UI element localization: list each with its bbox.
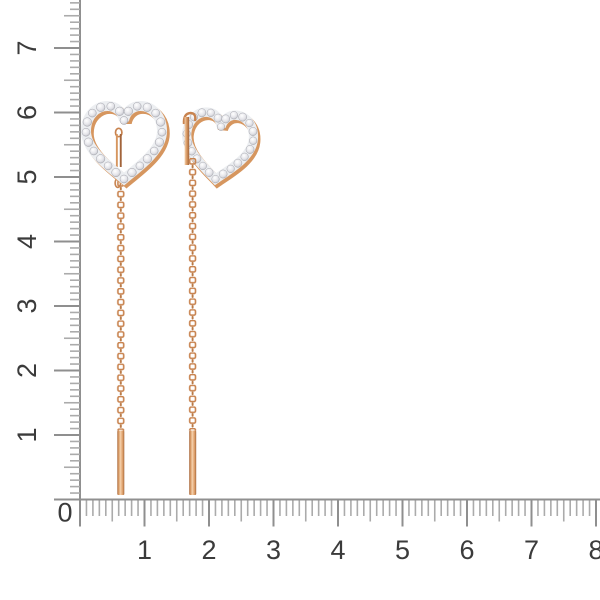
horizontal-ruler-label: 2 <box>201 535 216 565</box>
right-post-bar <box>184 117 190 165</box>
left-heart-diamonds <box>81 102 167 184</box>
vertical-ruler-label: 1 <box>12 427 42 442</box>
diamond <box>111 167 121 178</box>
diamond <box>154 137 165 147</box>
left-drop-bar <box>117 430 125 495</box>
diamond <box>218 169 228 179</box>
diamond <box>119 116 129 125</box>
diamond <box>135 161 145 171</box>
horizontal-ruler: 0 1 2 3 4 5 6 7 8 <box>57 498 600 565</box>
diamond <box>81 127 91 137</box>
vertical-ruler-label: 4 <box>12 234 42 249</box>
horizontal-ruler-label: 1 <box>137 535 152 565</box>
diamond <box>88 108 97 118</box>
left-earring <box>80 100 170 495</box>
diamond <box>204 168 214 177</box>
diamond <box>248 127 258 136</box>
diamond <box>226 164 235 173</box>
diamond <box>245 118 254 128</box>
diamond <box>106 102 116 111</box>
vertical-ruler-label: 6 <box>12 105 42 120</box>
origin-label: 0 <box>57 498 72 528</box>
horizontal-ruler-label: 5 <box>395 535 410 565</box>
diamond <box>245 145 255 154</box>
diamond <box>83 137 94 147</box>
diamond <box>229 111 238 120</box>
diamond <box>96 102 106 112</box>
diamond <box>217 122 226 131</box>
vertical-ruler-label: 3 <box>12 298 42 313</box>
vertical-ruler-label: 5 <box>12 169 42 184</box>
right-earring <box>182 107 261 495</box>
right-chain <box>188 158 197 431</box>
diamond <box>198 161 207 171</box>
diamond <box>149 146 159 156</box>
left-post-hook-icon <box>114 127 123 138</box>
horizontal-ruler-label: 7 <box>524 535 539 565</box>
diamond <box>221 114 231 124</box>
diamond <box>89 146 99 156</box>
diamond <box>142 102 152 112</box>
diamond <box>127 167 137 178</box>
diamond <box>157 127 167 137</box>
diamond <box>211 175 220 184</box>
left-post-back <box>119 134 122 167</box>
left-chain <box>116 180 125 431</box>
diamond <box>115 106 125 116</box>
diamond <box>197 108 207 118</box>
diamond <box>132 102 142 111</box>
vertical-ruler: 1 2 3 4 5 6 7 <box>12 0 81 523</box>
horizontal-ruler-label: 6 <box>459 535 474 565</box>
diamond <box>96 154 106 164</box>
right-post-hook-icon <box>182 111 197 125</box>
left-post <box>114 127 123 167</box>
diamond <box>240 152 249 161</box>
diamond <box>119 174 129 184</box>
diamond <box>249 136 258 145</box>
left-post-front <box>115 134 118 167</box>
diamond <box>238 112 247 122</box>
left-heart <box>80 100 170 189</box>
diamond <box>206 108 215 117</box>
diamond <box>103 161 113 171</box>
diamond <box>82 117 92 127</box>
right-post <box>182 111 197 165</box>
diamond <box>123 106 133 116</box>
right-drop-bar <box>189 430 197 495</box>
vertical-ruler-label: 7 <box>12 40 42 55</box>
horizontal-ruler-label: 3 <box>266 535 281 565</box>
diamond <box>156 117 166 127</box>
diamond <box>151 108 160 118</box>
horizontal-ruler-label: 4 <box>330 535 345 565</box>
diamond <box>142 154 152 164</box>
diamond <box>233 158 243 168</box>
vertical-ruler-label: 2 <box>12 363 42 378</box>
horizontal-ruler-label: 8 <box>588 535 600 565</box>
